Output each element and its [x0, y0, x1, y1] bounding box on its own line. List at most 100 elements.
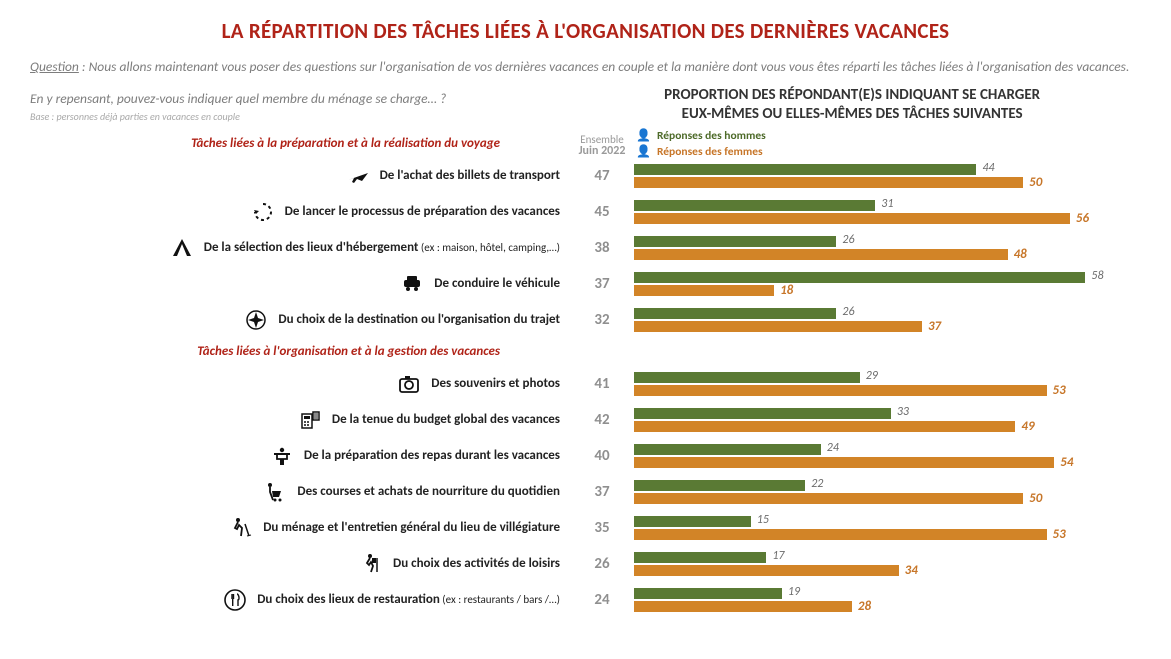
bar-hommes-value: 29: [866, 369, 878, 383]
bar-hommes-wrap: 29: [634, 372, 1101, 383]
bar-femmes-value: 50: [1029, 175, 1042, 190]
bar-femmes: [634, 529, 1047, 540]
label-row: Du ménage et l'entretien général du lieu…: [30, 510, 560, 546]
bar-hommes-wrap: 19: [634, 588, 1101, 599]
bar-hommes-value: 26: [842, 305, 854, 319]
bar-femmes-wrap: 34: [634, 565, 1101, 576]
cook-icon: [268, 442, 296, 470]
person-icon: 👤: [636, 144, 651, 159]
bar-femmes-wrap: 50: [634, 493, 1101, 504]
section-header: Tâches liées à la préparation et à la ré…: [30, 130, 560, 158]
airplane-icon: [344, 162, 372, 190]
row-label: Du choix de la destination ou l'organisa…: [278, 312, 560, 327]
bar-femmes-wrap: 37: [634, 321, 1101, 332]
label-row: Du choix des lieux de restauration (ex :…: [30, 582, 560, 618]
person-icon: 👤: [636, 128, 651, 143]
bar-femmes-value: 53: [1053, 527, 1066, 542]
row-label: De conduire le véhicule: [434, 276, 560, 291]
bar-femmes: [634, 457, 1054, 468]
label-row: De lancer le processus de préparation de…: [30, 194, 560, 230]
bar-hommes-value: 44: [982, 161, 994, 175]
label-row: De conduire le véhicule: [30, 266, 560, 302]
section-header: Tâches liées à l'organisation et à la ge…: [30, 338, 560, 366]
bar-femmes: [634, 601, 852, 612]
bar-hommes: [634, 164, 976, 175]
bar-femmes: [634, 493, 1023, 504]
ensemble-value: 37: [570, 474, 634, 510]
row-label: De la sélection des lieux d'hébergement …: [204, 240, 560, 255]
label-row: Des souvenirs et photos: [30, 366, 560, 402]
car-icon: [398, 270, 426, 298]
bar-hommes-wrap: 15: [634, 516, 1101, 527]
bar-row: 3156: [634, 194, 1141, 230]
bar-hommes-value: 24: [827, 441, 839, 455]
bar-hommes: [634, 200, 875, 211]
ensemble-value: 24: [570, 582, 634, 618]
bar-hommes-value: 15: [757, 513, 769, 527]
ensemble-value: 41: [570, 366, 634, 402]
ensemble-value: 45: [570, 194, 634, 230]
label-row: De la préparation des repas durant les v…: [30, 438, 560, 474]
bar-row: 24 54: [634, 438, 1141, 474]
bar-femmes: [634, 213, 1070, 224]
section-header-text: Tâches liées à la préparation et à la ré…: [191, 136, 500, 151]
legend-femmes: 👤Réponses des femmes: [636, 144, 766, 159]
recall-col: En y repensant, pouvez-vous indiquer que…: [30, 86, 563, 123]
spacer: [634, 338, 1141, 366]
chart-area: Tâches liées à la préparation et à la ré…: [30, 130, 1141, 618]
bar-femmes-value: 50: [1029, 491, 1042, 506]
bar-row: 3349: [634, 402, 1141, 438]
bar-hommes-wrap: 26: [634, 308, 1101, 319]
cart-icon: [261, 478, 289, 506]
tent-icon: [168, 234, 196, 262]
row-label: Des souvenirs et photos: [431, 376, 560, 391]
bar-hommes-value: 22: [811, 477, 823, 491]
bar-hommes-value: 58: [1091, 269, 1103, 283]
bar-hommes-wrap: 33: [634, 408, 1101, 419]
bar-hommes: [634, 236, 836, 247]
bar-femmes-wrap: 53: [634, 385, 1101, 396]
subtitle-line2: EUX-MÊMES OU ELLES-MÊMES DES TÂCHES SUIV…: [563, 105, 1141, 124]
bar-hommes-value: 33: [897, 405, 909, 419]
bar-femmes-wrap: 54: [634, 457, 1101, 468]
question-text: : Nous allons maintenant vous poser des …: [79, 58, 1130, 75]
chart-subtitle: PROPORTION DES RÉPONDANT(E)S INDIQUANT S…: [563, 86, 1141, 124]
compass-icon: [242, 306, 270, 334]
bar-row: 1734: [634, 546, 1141, 582]
row-label: Du choix des lieux de restauration (ex :…: [257, 592, 560, 607]
bar-femmes-value: 48: [1014, 247, 1027, 262]
bar-hommes: [634, 480, 805, 491]
row-label: Du choix des activités de loisirs: [393, 556, 560, 571]
bar-femmes-value: 28: [858, 599, 871, 614]
bar-hommes: [634, 552, 766, 563]
bars-column: 👤Réponses des hommes👤Réponses des femmes…: [634, 130, 1141, 618]
bar-femmes-value: 54: [1060, 455, 1073, 470]
bar-hommes-value: 17: [772, 549, 784, 563]
bar-hommes-wrap: 22: [634, 480, 1101, 491]
question-block: Question : Nous allons maintenant vous p…: [30, 58, 1141, 76]
bar-femmes-wrap: 53: [634, 529, 1101, 540]
labels-column: Tâches liées à la préparation et à la ré…: [30, 130, 570, 618]
row-label-small: (ex : restaurants / bars /…): [440, 593, 560, 606]
bar-femmes: [634, 249, 1008, 260]
bar-femmes: [634, 421, 1015, 432]
bar-femmes-wrap: 18: [634, 285, 1101, 296]
legend: 👤Réponses des hommes👤Réponses des femmes: [634, 130, 1141, 158]
label-row: Du choix de la destination ou l'organisa…: [30, 302, 560, 338]
label-row: De la sélection des lieux d'hébergement …: [30, 230, 560, 266]
hike-icon: [357, 550, 385, 578]
bar-row: 22 50: [634, 474, 1141, 510]
bar-femmes-value: 34: [905, 563, 918, 578]
middle-row: En y repensant, pouvez-vous indiquer que…: [30, 86, 1141, 124]
bar-femmes-wrap: 49: [634, 421, 1101, 432]
bar-hommes-wrap: 24: [634, 444, 1101, 455]
label-row: Du choix des activités de loisirs: [30, 546, 560, 582]
subtitle-line1: PROPORTION DES RÉPONDANT(E)S INDIQUANT S…: [563, 86, 1141, 105]
bar-hommes: [634, 272, 1085, 283]
bar-hommes-wrap: 31: [634, 200, 1101, 211]
bar-row: 2953: [634, 366, 1141, 402]
bar-hommes: [634, 408, 891, 419]
label-row: De l'achat des billets de transport: [30, 158, 560, 194]
bar-row: 1928: [634, 582, 1141, 618]
ensemble-value: 35: [570, 510, 634, 546]
